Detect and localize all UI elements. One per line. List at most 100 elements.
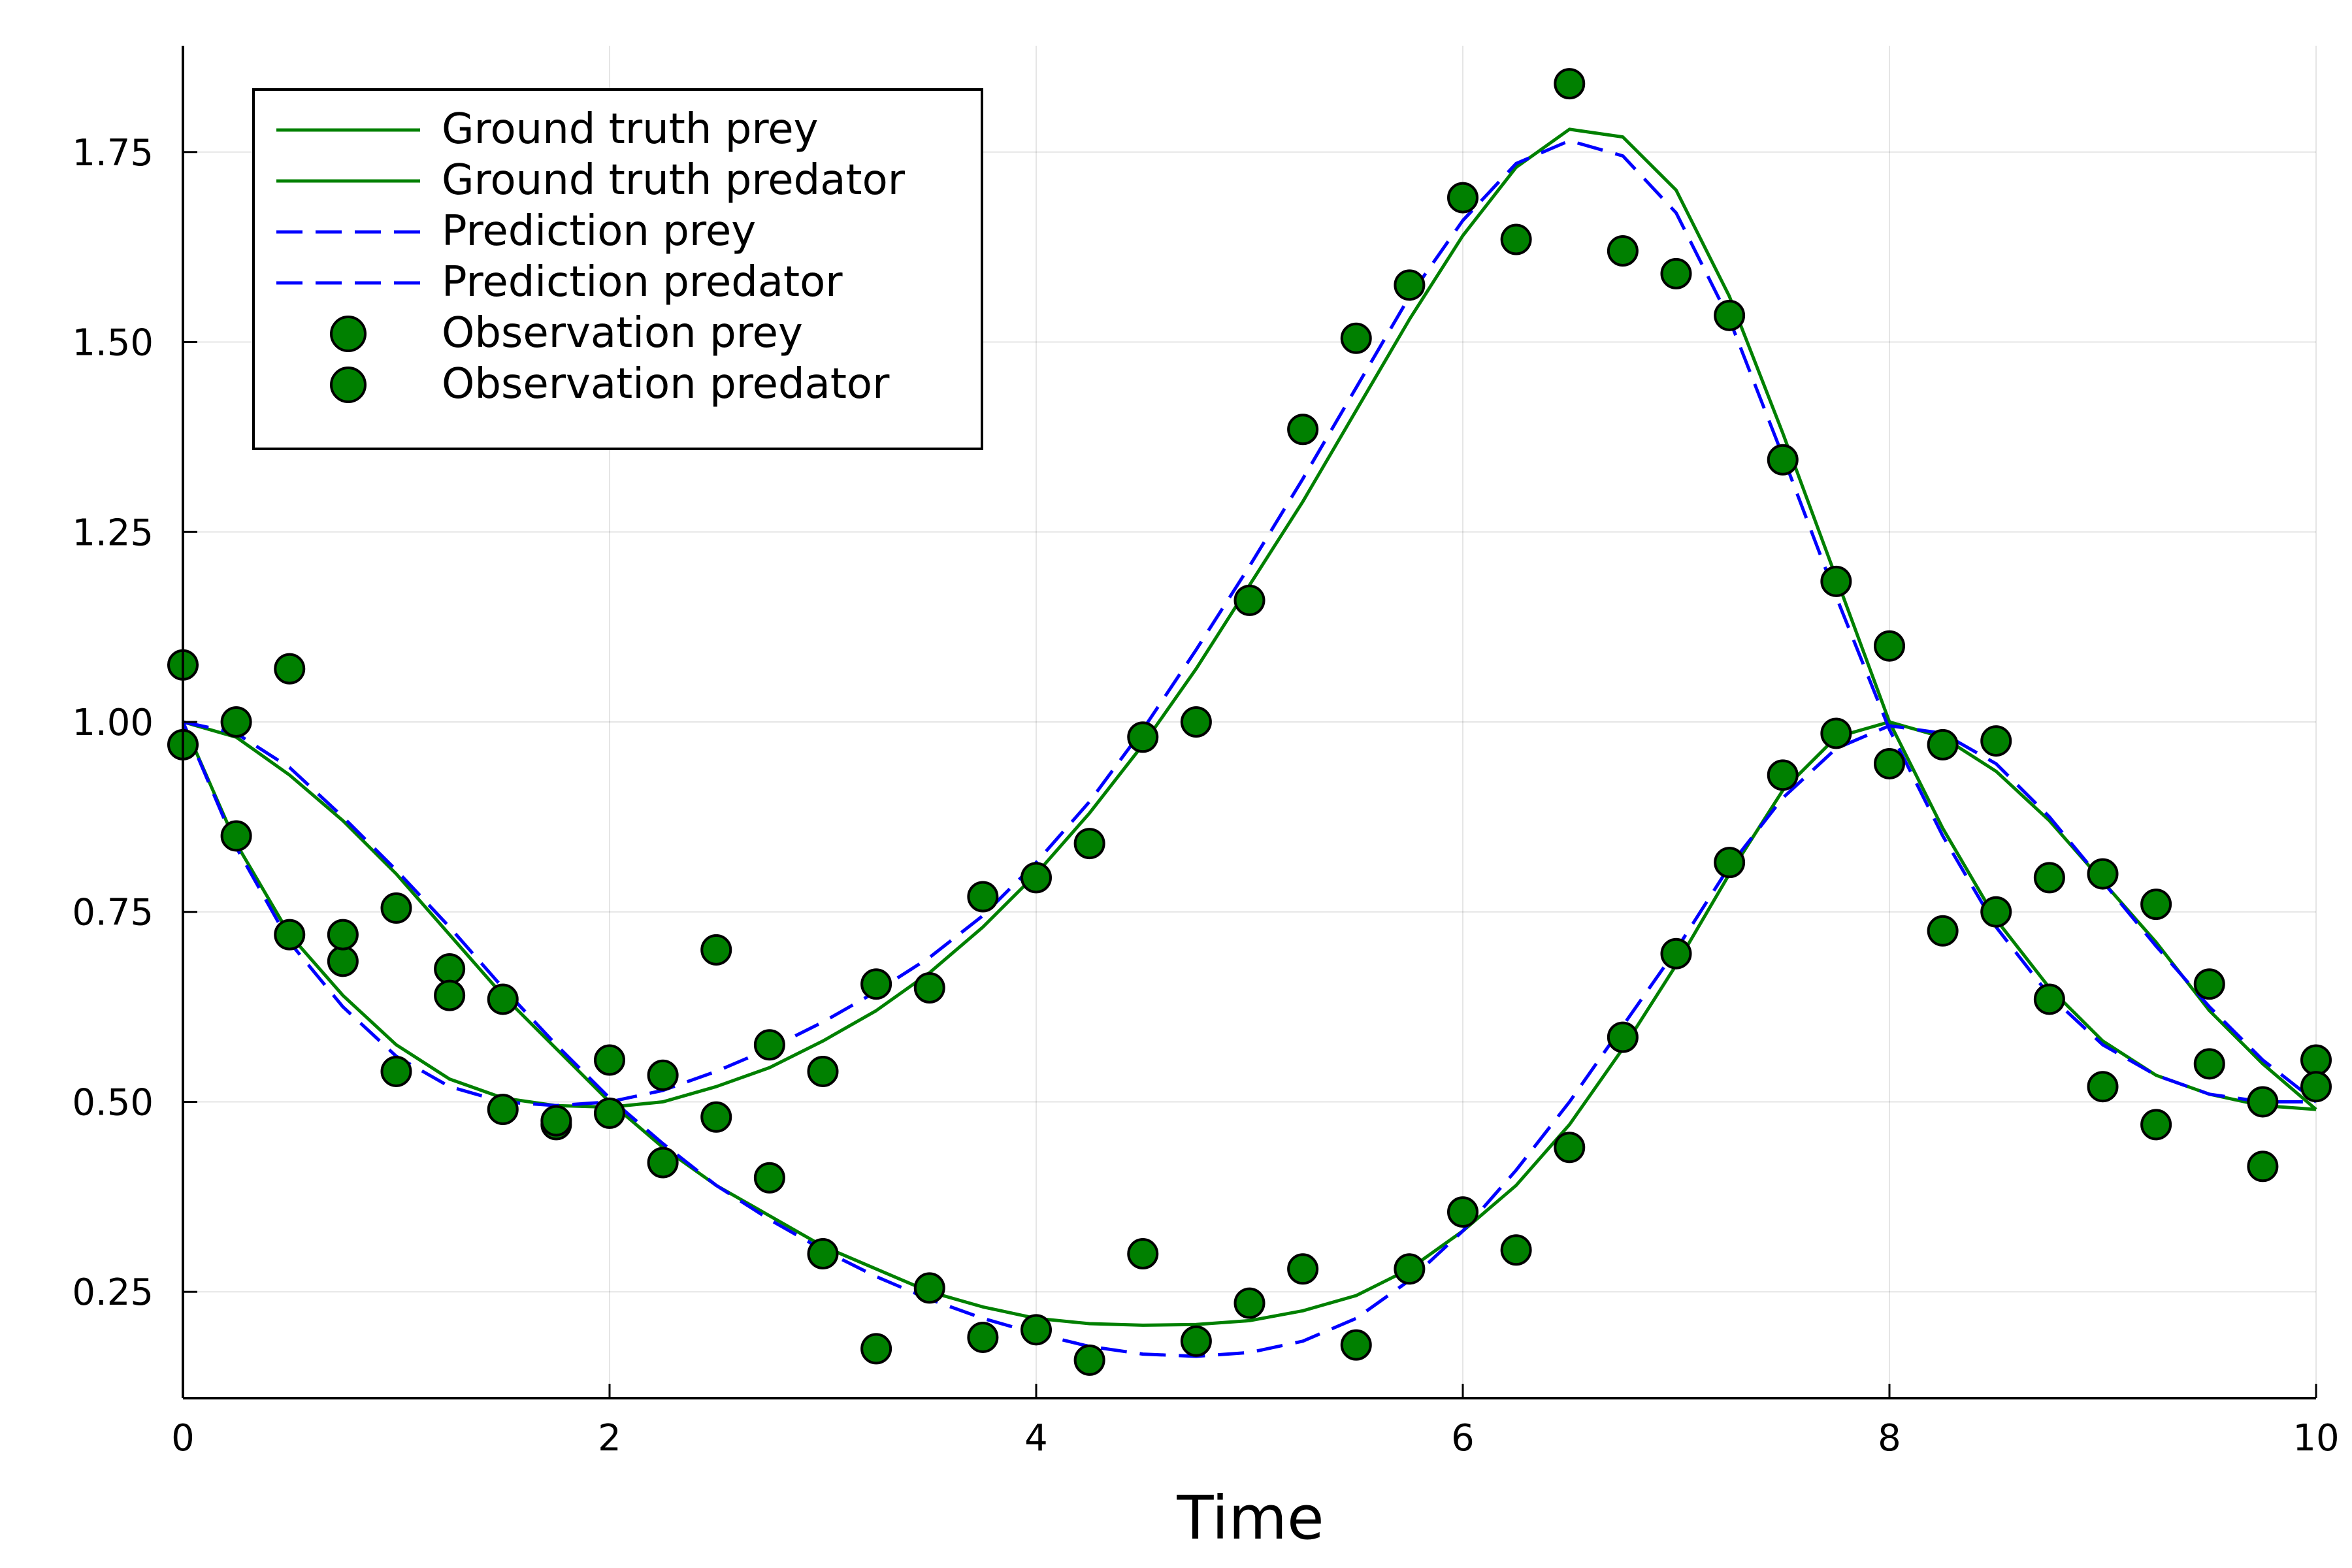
observation-predator-point: [487, 983, 519, 1015]
observation-predator-point: [1874, 630, 1905, 662]
observation-predator-point: [1607, 235, 1639, 267]
y-tick-label: 1.00: [72, 702, 154, 744]
observation-prey-point: [1340, 1329, 1372, 1361]
observation-prey-point: [1394, 1253, 1426, 1285]
observation-predator-point: [540, 1105, 572, 1137]
observation-prey-point: [1980, 725, 2012, 757]
observation-prey-point: [2193, 968, 2225, 1000]
legend-swatch-observation-predator: [330, 367, 367, 403]
observation-predator-point: [860, 968, 892, 1000]
observation-predator-point: [700, 1101, 732, 1133]
observation-prey-point: [2033, 862, 2065, 894]
observation-predator-point: [1287, 414, 1319, 446]
y-tick-label: 1.50: [72, 322, 154, 365]
legend-swatch-observation-prey: [330, 316, 367, 352]
observation-prey-point: [1820, 717, 1852, 749]
observation-predator-point: [1073, 828, 1105, 860]
observation-prey-point: [1180, 1325, 1212, 1357]
observation-predator-point: [647, 1059, 679, 1091]
observation-predator-point: [2193, 1048, 2225, 1080]
axes: [182, 46, 2317, 1399]
observation-predator-point: [753, 1029, 785, 1061]
observation-prey-point: [1447, 1196, 1478, 1228]
observation-predator-point: [913, 972, 945, 1004]
observation-predator-point: [1233, 584, 1266, 616]
observation-prey-point: [700, 934, 732, 966]
observation-predator-point: [274, 653, 306, 685]
observation-predator-point: [1767, 444, 1799, 476]
observation-predator-point: [380, 892, 412, 924]
x-tick-label: 10: [2293, 1417, 2339, 1460]
observation-prey-point: [913, 1272, 945, 1304]
observation-predator-point: [1554, 68, 1586, 100]
observation-predator-point: [1021, 862, 1052, 894]
x-tick-label: 4: [1024, 1417, 1048, 1460]
y-tick-label: 1.75: [72, 132, 154, 174]
observation-prey-point: [380, 1055, 412, 1087]
x-axis-label: Time: [1176, 1483, 1324, 1553]
observation-prey-point: [1287, 1253, 1319, 1285]
legend-label: Ground truth predator: [442, 156, 906, 204]
prediction-prey-line: [182, 720, 2317, 1358]
observation-prey-point: [1554, 1132, 1586, 1164]
observation-predator-point: [594, 1044, 625, 1076]
y-tick-label: 0.75: [72, 892, 154, 934]
y-tick-label: 1.25: [72, 512, 154, 554]
observation-prey-point: [647, 1147, 679, 1179]
observation-prey-point: [2247, 1086, 2279, 1118]
observation-prey-point: [434, 953, 466, 985]
legend-label: Observation predator: [442, 360, 890, 408]
observation-predator-point: [220, 706, 252, 738]
observation-predator-point: [2247, 1151, 2279, 1183]
legend-label: Ground truth prey: [442, 105, 819, 154]
observation-predator-point: [434, 979, 466, 1011]
observation-predator-point: [1447, 182, 1478, 214]
observation-prey-point: [1073, 1344, 1105, 1376]
observation-predator-point: [1340, 322, 1372, 354]
x-tick-label: 8: [1878, 1417, 1901, 1460]
observation-prey-point: [594, 1097, 625, 1129]
observation-prey-point: [1714, 847, 1746, 879]
observation-predator-point: [1927, 915, 1959, 947]
x-tick-label: 6: [1451, 1417, 1475, 1460]
observation-predator-point: [1714, 299, 1746, 331]
observation-prey-point: [1607, 1021, 1639, 1053]
observation-predator-point: [1500, 223, 1532, 255]
observation-predator-point: [2140, 1109, 2172, 1141]
y-tick-label: 0.50: [72, 1081, 154, 1124]
observation-predator-point: [1180, 706, 1212, 738]
legend-label: Prediction predator: [442, 258, 843, 306]
observation-predator-point: [967, 881, 999, 913]
observation-prey-point: [753, 1162, 785, 1194]
x-tick-label: 0: [171, 1417, 195, 1460]
observation-prey-point: [967, 1321, 999, 1353]
observation-prey-point: [487, 1094, 519, 1126]
prediction-predator-line: [181, 139, 2316, 1107]
observation-prey-point: [220, 820, 252, 852]
observation-predator-point: [327, 919, 359, 951]
observation-prey-point: [1021, 1314, 1052, 1346]
observation-predator-point: [1980, 896, 2012, 928]
observation-prey-point: [2300, 1044, 2332, 1076]
observation-prey-point: [2087, 858, 2119, 890]
observation-prey-point: [1767, 759, 1799, 791]
observation-prey-point: [327, 945, 359, 977]
ground-truth-prey-line: [182, 720, 2317, 1327]
observation-prey-point: [1500, 1234, 1532, 1266]
observation-prey-point: [1233, 1287, 1266, 1319]
observation-prey-point: [807, 1238, 839, 1270]
legend-box: [252, 88, 983, 450]
observation-prey-point: [1660, 938, 1692, 970]
observation-prey-point: [1874, 747, 1905, 779]
tick-labels: 0 2 4 6 8 10 0.25 0.50 0.75 1.00 1.25 1.50 1.75: [72, 132, 2339, 1460]
observation-predator-point: [1820, 565, 1852, 597]
observation-predator-point: [807, 1055, 839, 1087]
observation-predator-point: [1127, 721, 1159, 753]
observation-predator-point: [2300, 1071, 2332, 1103]
legend-label: Prediction prey: [442, 207, 756, 255]
observation-predator-point: [2033, 983, 2065, 1015]
observation-prey-point: [1127, 1238, 1159, 1270]
observation-predator-point: [2087, 1071, 2119, 1103]
observation-prey-point: [274, 919, 306, 951]
